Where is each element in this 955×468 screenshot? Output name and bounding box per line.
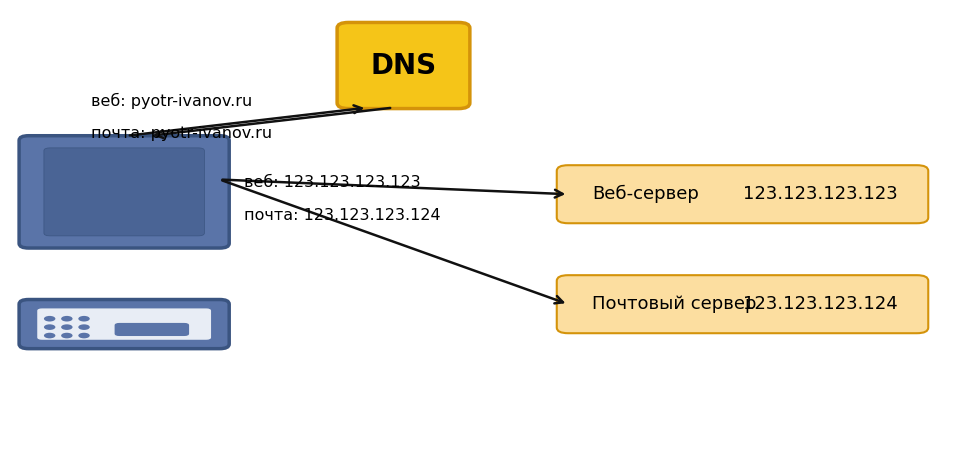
- FancyArrowPatch shape: [156, 108, 391, 138]
- Circle shape: [78, 324, 90, 330]
- FancyArrowPatch shape: [223, 181, 563, 303]
- Circle shape: [61, 316, 73, 322]
- FancyBboxPatch shape: [557, 275, 928, 333]
- Text: Веб-сервер: Веб-сервер: [592, 185, 699, 203]
- Text: веб: 123.123.123.123: веб: 123.123.123.123: [244, 176, 420, 190]
- Circle shape: [78, 316, 90, 322]
- FancyBboxPatch shape: [37, 308, 211, 340]
- FancyBboxPatch shape: [115, 323, 189, 336]
- FancyBboxPatch shape: [557, 165, 928, 223]
- Circle shape: [61, 333, 73, 338]
- FancyBboxPatch shape: [337, 22, 470, 109]
- Text: 123.123.123.123: 123.123.123.123: [743, 185, 898, 203]
- Text: почта: 123.123.123.124: почта: 123.123.123.124: [244, 208, 440, 223]
- Text: DNS: DNS: [371, 51, 436, 80]
- Text: Почтовый сервер: Почтовый сервер: [592, 295, 756, 313]
- Text: 123.123.123.124: 123.123.123.124: [743, 295, 898, 313]
- Text: почта: pyotr-ivanov.ru: почта: pyotr-ivanov.ru: [91, 126, 272, 141]
- Circle shape: [44, 316, 55, 322]
- Circle shape: [44, 333, 55, 338]
- FancyBboxPatch shape: [19, 136, 229, 248]
- FancyArrowPatch shape: [130, 105, 362, 135]
- FancyBboxPatch shape: [44, 148, 204, 236]
- FancyBboxPatch shape: [19, 300, 229, 349]
- Circle shape: [78, 333, 90, 338]
- FancyArrowPatch shape: [223, 180, 562, 197]
- Circle shape: [44, 324, 55, 330]
- Circle shape: [61, 324, 73, 330]
- Text: веб: pyotr-ivanov.ru: веб: pyotr-ivanov.ru: [91, 92, 252, 109]
